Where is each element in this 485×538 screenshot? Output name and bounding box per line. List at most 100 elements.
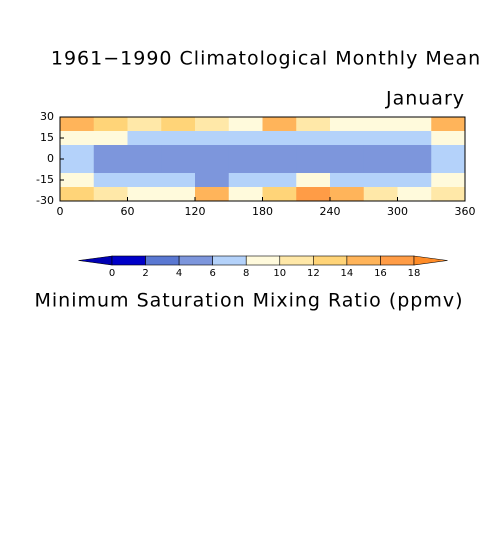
cell — [93, 159, 128, 174]
cell — [161, 173, 196, 188]
colorbar-tick-label: 4 — [176, 268, 182, 279]
cell — [127, 173, 162, 188]
cell — [228, 145, 263, 160]
cell — [431, 187, 466, 202]
cell — [195, 159, 230, 174]
cell — [431, 145, 466, 160]
x-tick-label: 300 — [387, 205, 408, 218]
cell — [363, 173, 398, 188]
cell — [397, 131, 432, 146]
cell — [431, 131, 466, 146]
cell — [330, 131, 365, 146]
colorbar: 0 2 4 6 8 10 12 14 16 18 — [78, 255, 448, 279]
cell — [228, 159, 263, 174]
colorbar-arrow — [413, 255, 448, 266]
cell — [60, 131, 95, 146]
cell — [195, 117, 230, 132]
cell — [262, 145, 297, 160]
title: 1961−1990 Climatological Monthly Mean — [51, 48, 481, 70]
cell — [363, 187, 398, 202]
colorbar-box — [279, 255, 314, 266]
subtitle: January — [385, 88, 465, 110]
cell — [93, 117, 128, 132]
cell — [431, 117, 466, 132]
colorbar-tick-label: 8 — [243, 268, 249, 279]
cell — [262, 131, 297, 146]
cell — [296, 187, 331, 202]
colorbar-tick-label: 0 — [109, 268, 115, 279]
cell — [296, 131, 331, 146]
colorbar-tick-label: 16 — [374, 268, 387, 279]
cell — [161, 187, 196, 202]
cell — [397, 173, 432, 188]
cell — [363, 159, 398, 174]
cell — [60, 159, 95, 174]
cell — [296, 173, 331, 188]
cell — [60, 117, 95, 132]
x-tick-label: 240 — [320, 205, 341, 218]
colorbar-box — [212, 255, 247, 266]
cell — [195, 145, 230, 160]
cell — [127, 187, 162, 202]
colorbar-tick-label: 6 — [209, 268, 215, 279]
colorbar-box — [245, 255, 281, 266]
cell — [161, 159, 196, 174]
x-tick-label: 120 — [185, 205, 206, 218]
cell — [296, 159, 331, 174]
cell — [330, 145, 365, 160]
cell — [363, 145, 398, 160]
colorbar-box — [380, 255, 415, 266]
cell — [228, 131, 263, 146]
colorbar-box — [111, 255, 146, 266]
map — [60, 117, 466, 202]
x-tick-label: 360 — [455, 205, 476, 218]
cell — [431, 173, 466, 188]
cell — [363, 131, 398, 146]
colorbar-label: Minimum Saturation Mixing Ratio (ppmv) — [34, 290, 463, 312]
cell — [397, 145, 432, 160]
y-tick-label: 15 — [40, 131, 54, 144]
cell — [93, 173, 128, 188]
cell — [161, 117, 196, 132]
cell — [195, 187, 230, 202]
cell — [60, 173, 95, 188]
colorbar-tick-label: 2 — [142, 268, 148, 279]
cell — [296, 117, 331, 132]
cell — [296, 145, 331, 160]
cell — [60, 145, 95, 160]
x-tick-label: 0 — [57, 205, 64, 218]
colorbar-box — [346, 255, 381, 266]
cell — [60, 187, 95, 202]
cell — [397, 117, 432, 132]
cell — [330, 117, 365, 132]
cell — [262, 187, 297, 202]
cell — [127, 159, 162, 174]
colorbar-box — [178, 255, 213, 266]
x-tick-label: 180 — [252, 205, 273, 218]
cell — [127, 145, 162, 160]
cell — [262, 159, 297, 174]
colorbar-box — [313, 255, 348, 266]
cell — [330, 159, 365, 174]
cell — [330, 187, 365, 202]
colorbar-arrow — [78, 255, 113, 266]
y-tick-label: -15 — [36, 173, 54, 186]
cell — [431, 159, 466, 174]
colorbar-tick-label: 10 — [273, 268, 286, 279]
cell — [93, 187, 128, 202]
cell — [195, 131, 230, 146]
cell — [330, 173, 365, 188]
cell — [161, 131, 196, 146]
cell — [228, 173, 263, 188]
cell — [228, 187, 263, 202]
cell — [397, 159, 432, 174]
cell — [195, 173, 230, 188]
cell — [228, 117, 263, 132]
y-tick-label: 0 — [47, 152, 54, 165]
x-tick-label: 60 — [121, 205, 135, 218]
colorbar-tick-label: 18 — [408, 268, 421, 279]
y-tick-label: 30 — [40, 110, 54, 123]
colorbar-tick-label: 12 — [307, 268, 320, 279]
cell — [262, 173, 297, 188]
